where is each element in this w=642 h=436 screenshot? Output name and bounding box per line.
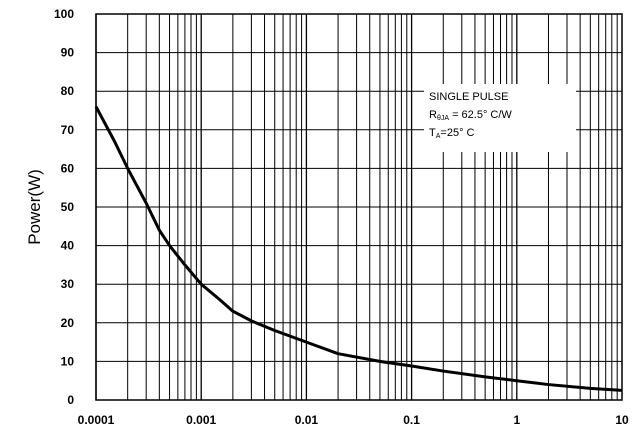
annotation-r-symbol: R bbox=[429, 109, 437, 121]
x-tick-label: 0.1 bbox=[403, 413, 420, 427]
y-tick-label: 100 bbox=[54, 7, 74, 21]
y-tick-label: 30 bbox=[61, 277, 75, 291]
y-tick-label: 60 bbox=[61, 161, 75, 175]
y-tick-label: 10 bbox=[61, 354, 75, 368]
annotation-line-2: RθJA = 62.5° C/W bbox=[429, 109, 512, 122]
annotation-line-3: TA=25° C bbox=[429, 127, 475, 140]
x-tick-label: 10 bbox=[615, 413, 629, 427]
annotation-t-symbol: T bbox=[429, 127, 436, 139]
y-tick-label: 80 bbox=[61, 84, 75, 98]
annotation-r-value: = 62.5° C/W bbox=[449, 109, 512, 121]
x-tick-label: 1 bbox=[513, 413, 520, 427]
y-axis-label: Power(W) bbox=[25, 169, 44, 245]
y-tick-label: 20 bbox=[61, 316, 75, 330]
y-tick-label: 90 bbox=[61, 46, 75, 60]
x-tick-labels: 0.0001 0.001 0.01 0.1 1 10 bbox=[78, 413, 629, 427]
y-tick-label: 40 bbox=[61, 239, 75, 253]
annotation-box bbox=[424, 84, 576, 152]
annotation-t-value: =25° C bbox=[440, 127, 474, 139]
y-tick-labels: 0 10 20 30 40 50 60 70 80 90 100 bbox=[54, 7, 74, 407]
annotation-t-subscript: A bbox=[436, 133, 441, 140]
y-tick-label: 70 bbox=[61, 123, 75, 137]
y-tick-label: 50 bbox=[61, 200, 75, 214]
plot-frame bbox=[95, 13, 623, 401]
x-tick-label: 0.01 bbox=[295, 413, 319, 427]
x-tick-label: 0.0001 bbox=[78, 413, 115, 427]
chart-grid bbox=[95, 13, 622, 401]
annotation: SINGLE PULSE RθJA = 62.5° C/W TA=25° C bbox=[429, 91, 512, 140]
x-tick-label: 0.001 bbox=[186, 413, 216, 427]
annotation-line-1: SINGLE PULSE bbox=[429, 91, 508, 103]
y-tick-label: 0 bbox=[67, 393, 74, 407]
power-curve bbox=[94, 105, 623, 392]
annotation-r-subscript: θJA bbox=[437, 115, 449, 122]
